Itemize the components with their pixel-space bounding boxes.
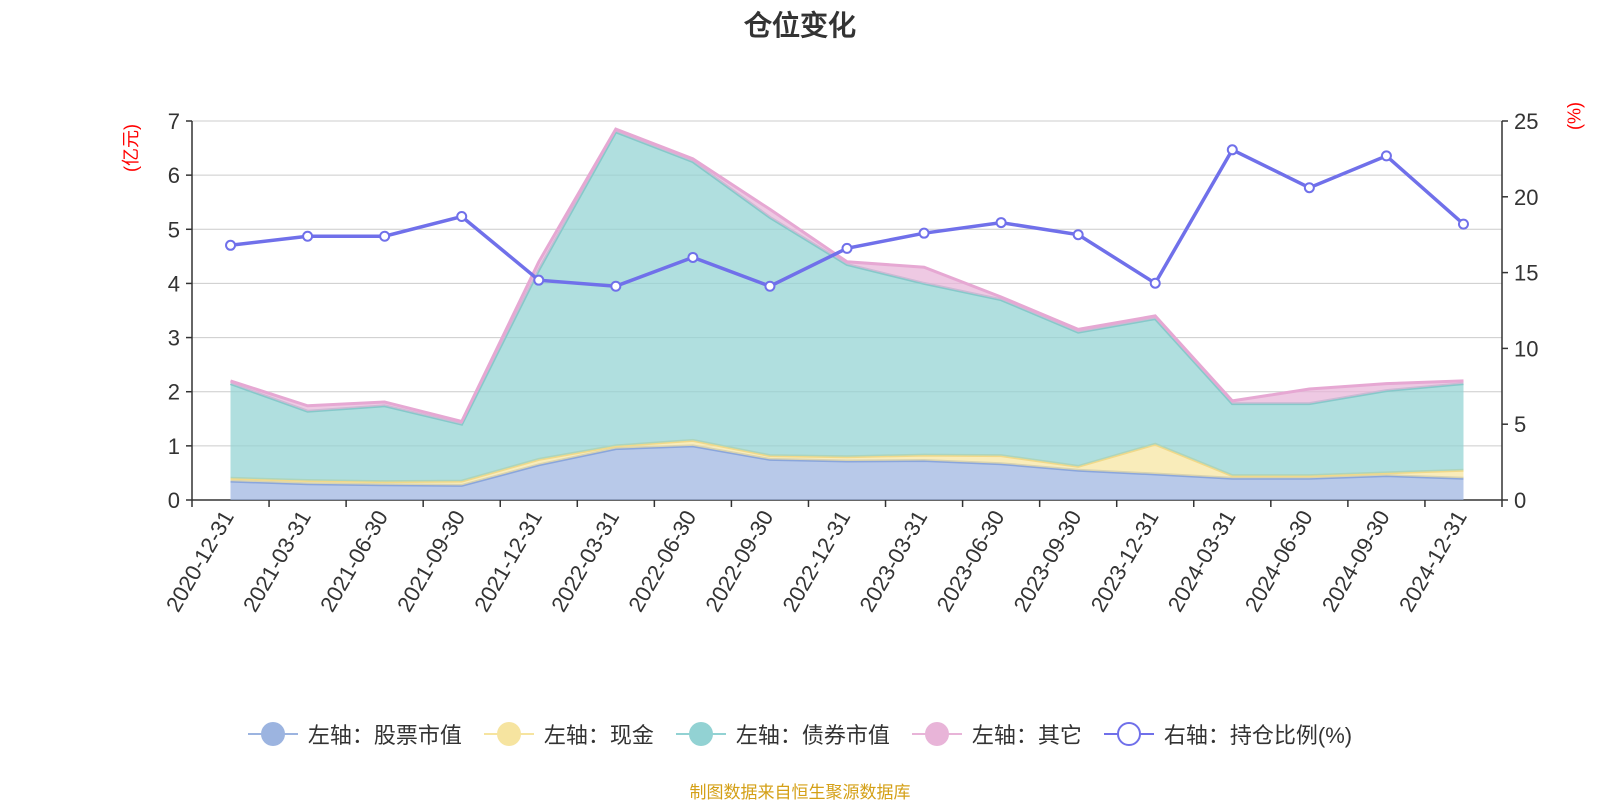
x-axis-label: 2023-06-30 <box>932 506 1010 616</box>
legend-label: 右轴：持仓比例(%) <box>1163 723 1353 748</box>
left-axis-tick-label: 0 <box>168 488 180 513</box>
area-series-2 <box>230 440 1464 486</box>
chart-title: 仓位变化 <box>743 10 856 41</box>
legend-marker-icon <box>1103 721 1154 747</box>
area-series-1 <box>230 445 1464 500</box>
legend-label: 左轴：现金 <box>543 723 654 748</box>
ratio-point <box>918 227 930 239</box>
ratio-point <box>610 280 622 292</box>
left-axis-tick-label: 7 <box>168 109 180 134</box>
legend-item[interactable]: 左轴：股票市值 <box>247 718 462 750</box>
x-axis-label: 2023-03-31 <box>854 506 932 616</box>
x-axis-label: 2023-12-31 <box>1086 506 1164 616</box>
ratio-point <box>687 251 699 263</box>
left-axis-tick-label: 5 <box>168 217 180 242</box>
left-axis-tick-label: 4 <box>168 271 180 296</box>
x-axis-label: 2021-09-30 <box>392 506 470 616</box>
x-axis-label: 2021-12-31 <box>469 506 547 616</box>
legend-item[interactable]: 左轴：现金 <box>483 718 654 750</box>
ratio-point <box>456 211 468 223</box>
x-axis-label: 2022-09-30 <box>700 506 778 616</box>
ratio-point <box>995 217 1007 229</box>
right-axis-tick-label: 0 <box>1514 488 1526 513</box>
area-series-line-4 <box>230 127 1464 424</box>
legend-marker-icon <box>675 721 726 747</box>
x-axis-label: 2024-12-31 <box>1394 506 1472 616</box>
legend-label: 左轴：债券市值 <box>735 723 890 748</box>
ratio-point <box>1457 218 1469 230</box>
ratio-point <box>1149 277 1161 289</box>
x-axis-label: 2021-03-31 <box>238 506 316 616</box>
left-axis-tick-label: 2 <box>168 380 180 405</box>
legend-label: 左轴：其它 <box>971 723 1082 748</box>
right-axis-tick-label: 10 <box>1514 336 1538 361</box>
x-axis-label: 2020-12-31 <box>161 506 239 616</box>
right-axis-tick-label: 25 <box>1514 109 1538 134</box>
ratio-point <box>764 280 776 292</box>
x-axis-label: 2021-06-30 <box>315 506 393 616</box>
legend-label: 左轴：股票市值 <box>307 723 462 748</box>
area-series-3 <box>230 131 1464 482</box>
left-axis-tick-label: 3 <box>168 326 180 351</box>
legend-marker-icon <box>483 721 534 747</box>
area-series-4 <box>230 129 1464 425</box>
x-axis-label: 2022-06-30 <box>623 506 701 616</box>
x-axis-label: 2023-09-30 <box>1009 506 1087 616</box>
ratio-point <box>1072 229 1084 241</box>
ratio-point <box>379 230 391 242</box>
data-source: 制图数据来自恒生聚源数据库 <box>689 783 911 802</box>
right-axis-tick-label: 15 <box>1514 261 1538 286</box>
x-axis-label: 2024-06-30 <box>1240 506 1318 616</box>
legend-item[interactable]: 左轴：债券市值 <box>675 718 890 750</box>
ratio-point <box>841 242 853 254</box>
left-axis-tick-label: 6 <box>168 163 180 188</box>
ratio-point <box>1226 144 1238 156</box>
x-axis-label: 2022-12-31 <box>777 506 855 616</box>
legend-marker-icon <box>247 721 298 747</box>
legend-marker-icon <box>911 721 962 747</box>
x-axis-label: 2024-03-31 <box>1163 506 1241 616</box>
left-axis-tick-label: 1 <box>168 434 180 459</box>
ratio-point <box>1380 150 1392 162</box>
x-axis-label: 2022-03-31 <box>546 506 624 616</box>
ratio-point <box>533 274 545 286</box>
legend-item[interactable]: 左轴：其它 <box>911 718 1082 750</box>
right-axis-tick-label: 5 <box>1514 412 1526 437</box>
ratio-point <box>225 239 237 251</box>
legend-item[interactable]: 右轴：持仓比例(%) <box>1103 718 1353 750</box>
right-axis-tick-label: 20 <box>1514 185 1538 210</box>
ratio-point <box>1303 182 1315 194</box>
x-axis-label: 2024-09-30 <box>1317 506 1395 616</box>
ratio-point <box>302 230 314 242</box>
legend: 左轴：股票市值 左轴：现金 左轴：债券市值 左轴：其它 右轴：持仓比例(%) <box>0 718 1600 750</box>
